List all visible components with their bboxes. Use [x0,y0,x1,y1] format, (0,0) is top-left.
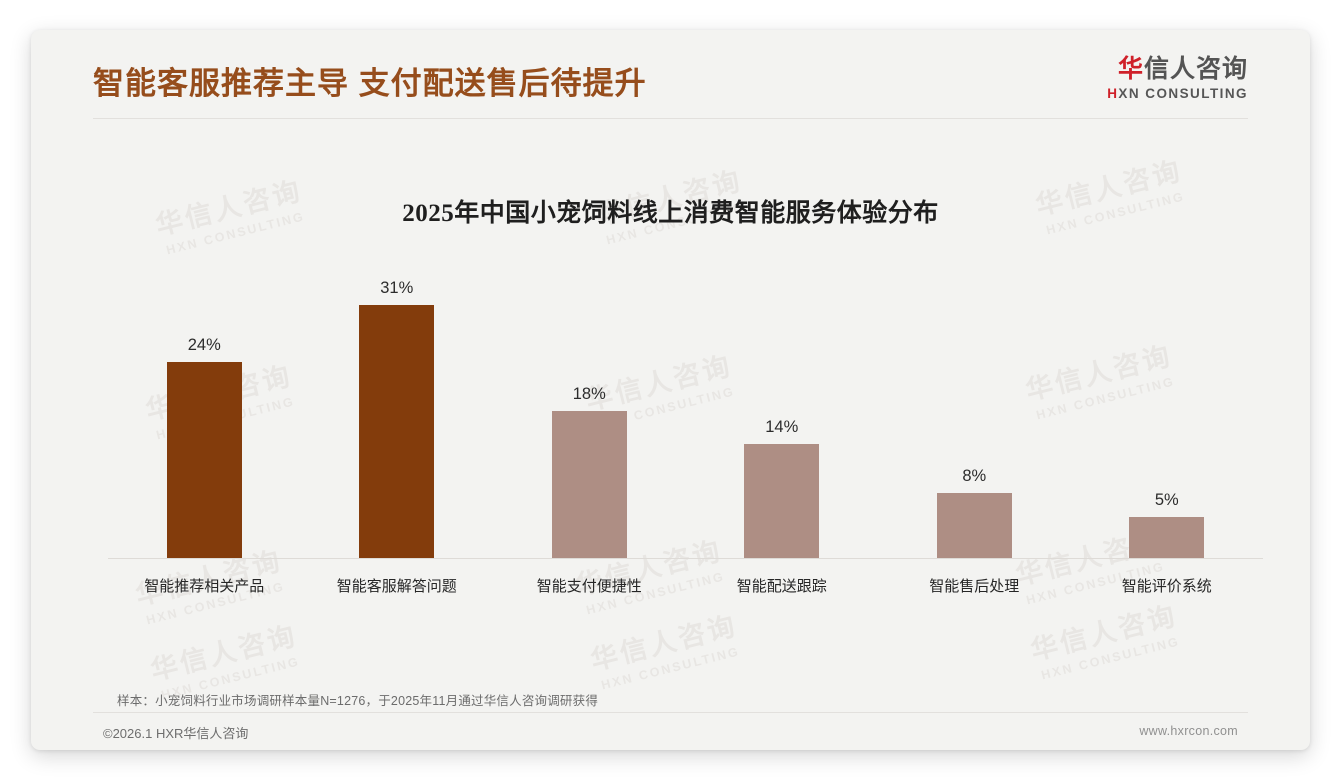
bar-series: 24% 31% 18% 14% 8% 5% [108,263,1263,558]
logo-en-rest: XN CONSULTING [1118,85,1248,101]
bar-group[interactable]: 8% [878,263,1071,558]
bar-value-label: 24% [187,336,221,355]
bar-rect[interactable] [1129,517,1205,558]
bar-value-label: 31% [380,279,414,298]
chart-container: 2025年中国小宠饲料线上消费智能服务体验分布 24% 31% 18% 14% 8% 5%… [31,118,1310,678]
x-axis-label: 智能推荐相关产品 [144,578,265,595]
slide-header: 智能客服推荐主导 支付配送售后待提升 华信人咨询 HXN CONSULTING [31,30,1310,118]
bar-group[interactable]: 18% [493,263,686,558]
logo-en-accent: H [1107,85,1119,101]
bar-value-label: 8% [962,466,987,485]
footer-divider [93,712,1248,713]
logo-rest-chars: 信人咨询 [1143,55,1248,83]
bar-group[interactable]: 24% [108,263,301,558]
slide-footer: ©2026.1 HXR华信人咨询 www.hxrcon.com [31,712,1310,750]
slide-card: 华信人咨询 HXN CONSULTING 华信人咨询 HXN CONSULTIN… [31,30,1310,750]
x-axis-label: 智能支付便捷性 [536,578,642,595]
x-axis-label: 智能评价系统 [1121,578,1212,595]
logo-english-name: HXN CONSULTING [1107,85,1248,101]
logo-chinese-name: 华信人咨询 [1107,56,1248,83]
header-divider [93,118,1248,119]
company-logo: 华信人咨询 HXN CONSULTING [1107,56,1248,100]
page-title: 智能客服推荐主导 支付配送售后待提升 [93,66,647,101]
x-axis-line [108,558,1263,559]
bar-rect[interactable] [744,443,820,558]
logo-accent-char: 华 [1117,55,1144,83]
bar-value-label: 18% [572,385,606,404]
bar-rect[interactable] [551,411,627,558]
x-axis-label: 智能客服解答问题 [336,578,457,595]
bar-rect[interactable] [166,362,242,558]
bar-value-label: 5% [1154,491,1179,510]
website-url[interactable]: www.hxrcon.com [1139,724,1238,738]
x-axis-label: 智能配送跟踪 [736,578,827,595]
copyright-text: ©2026.1 HXR华信人咨询 [103,726,249,741]
bar-chart-plot: 24% 31% 18% 14% 8% 5% 智能推荐相关产品 智能客服解答问题 智能支付便捷性… [78,263,1263,603]
chart-title: 2025年中国小宠饲料线上消费智能服务体验分布 [402,200,939,227]
bar-group[interactable]: 31% [301,263,494,558]
bar-rect[interactable] [936,492,1012,558]
x-axis-category-labels: 智能推荐相关产品 智能客服解答问题 智能支付便捷性 智能配送跟踪 智能售后处理 智能评价系… [108,561,1263,603]
source-note: 样本：小宠饲料行业市场调研样本量N=1276，于2025年11月通过华信人咨询调… [117,694,599,708]
bar-rect[interactable] [359,305,435,558]
bar-value-label: 14% [765,417,799,436]
bar-group[interactable]: 5% [1071,263,1264,558]
x-axis-label: 智能售后处理 [929,578,1020,595]
bar-group[interactable]: 14% [686,263,879,558]
